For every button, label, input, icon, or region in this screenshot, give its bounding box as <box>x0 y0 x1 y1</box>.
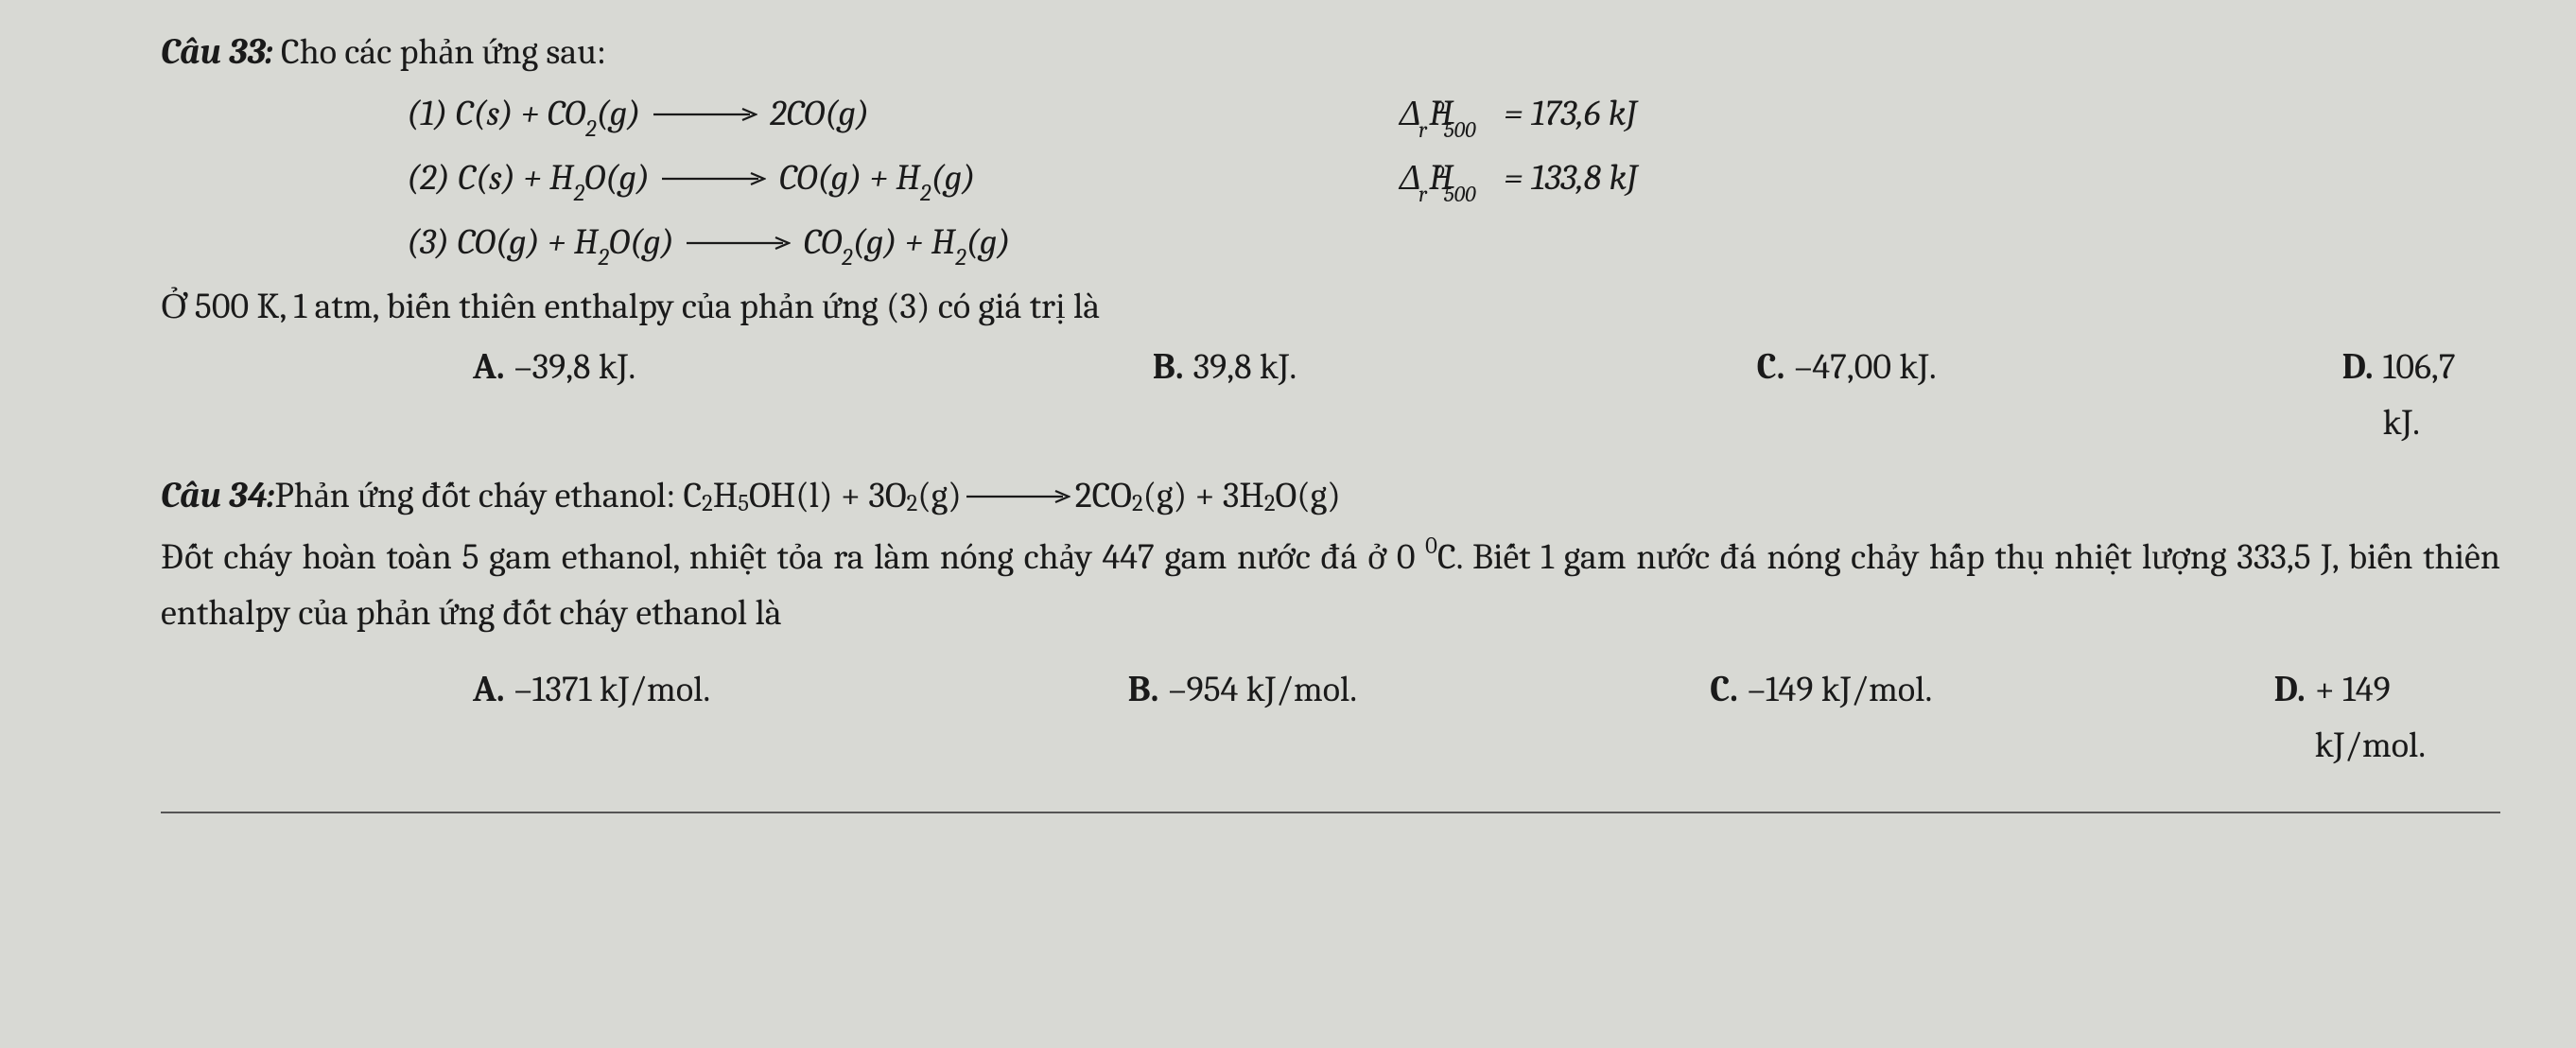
page-content: Câu 33: Cho các phản ứng sau: (1) C(s) +… <box>0 0 2576 832</box>
reaction-arrow-icon <box>657 147 771 202</box>
q33-stem-text: Ở 500 K, 1 atm, biến thiên enthalpy của … <box>161 286 1100 327</box>
q33-eq2-left: (2) C(s) + H2O(g) CO(g) + H2(g) <box>407 150 1400 209</box>
label-c: C. <box>1710 662 1738 718</box>
reaction-arrow-icon <box>962 464 1075 520</box>
eq1-num: (1) <box>407 93 456 134</box>
eq3-num: (3) <box>407 221 457 263</box>
delta-sub: 500 <box>1444 182 1476 207</box>
eq2-dh-val: = 133,8 kJ <box>1496 157 1638 199</box>
delta-r: r <box>1419 117 1427 143</box>
q34-rhs-a: 2CO <box>1075 468 1132 524</box>
q34-opt-b-text: –954 kJ/mol. <box>1168 662 1357 718</box>
delta-sub: 500 <box>1444 117 1476 143</box>
q33-opt-c-text: –47,00 kJ. <box>1794 340 1936 395</box>
q34-sub2: 5 <box>738 486 749 522</box>
label-a: A. <box>473 662 505 718</box>
q34-rhs-b: (g) + 3H <box>1143 468 1264 524</box>
delta-symbol: Δ <box>1400 93 1420 134</box>
eq2-sub2: 2 <box>920 181 931 207</box>
label-d: D. <box>2342 340 2374 395</box>
q34-text-b: H <box>713 468 738 524</box>
eq3-sub3: 2 <box>955 245 966 271</box>
q33-option-b: B.39,8 kJ. <box>1153 340 1757 451</box>
eq1-rhs-a: 2CO(g) <box>770 93 869 134</box>
q34-text-a: Phản ứng đốt cháy ethanol: C <box>274 468 702 524</box>
q33-eq1-dh: ΔrHo500 = 173,6 kJ <box>1400 86 1637 142</box>
label-d: D. <box>2274 662 2306 718</box>
delta-r: r <box>1419 182 1427 207</box>
eq2-lhs-b: O(g) <box>584 157 650 199</box>
q33-option-a: A.–39,8 kJ. <box>473 340 1153 451</box>
eq1-lhs-a: C(s) + CO <box>456 93 585 134</box>
q33-option-c: C.–47,00 kJ. <box>1757 340 2342 451</box>
q33-stem: Ở 500 K, 1 atm, biến thiên enthalpy của … <box>161 279 2500 335</box>
q33-title: Câu 33: Cho các phản ứng sau: <box>161 25 2500 80</box>
q34-opt-a-text: –1371 kJ/mol. <box>514 662 711 718</box>
eq2-lhs-a: C(s) + H <box>458 157 574 199</box>
label-b: B. <box>1153 340 1184 395</box>
q34-opt-d-text: + 149 kJ/mol. <box>2315 662 2500 774</box>
delta-sup: o <box>1435 93 1445 118</box>
q33-opt-a-text: –39,8 kJ. <box>514 340 636 395</box>
divider-line <box>161 812 2500 813</box>
eq1-lhs-b: (g) <box>596 93 640 134</box>
q34-text-d: (g) <box>917 468 961 524</box>
q33-eq2: (2) C(s) + H2O(g) CO(g) + H2(g) ΔrHo500 … <box>161 150 2500 209</box>
q33-option-d: D.106,7 kJ. <box>2342 340 2500 451</box>
q34-number: Câu 34: <box>161 468 274 524</box>
degree-sup: 0 <box>1425 533 1437 560</box>
q34-text-c: OH(l) + 3O <box>749 468 907 524</box>
label-c: C. <box>1757 340 1785 395</box>
q34-option-c: C.–149 kJ/mol. <box>1710 662 2273 774</box>
eq3-rhs-c: (g) <box>966 221 1011 263</box>
q34-options: A.–1371 kJ/mol. B.–954 kJ/mol. C.–149 kJ… <box>161 662 2500 774</box>
q34-body-a: Đốt cháy hoàn toàn 5 gam ethanol, nhiệt … <box>161 536 1425 578</box>
q34-sub1: 2 <box>702 486 713 522</box>
eq1-dh-val: = 173,6 kJ <box>1496 93 1637 134</box>
eq3-rhs-b: (g) + H <box>853 221 956 263</box>
eq2-rhs-b: (g) <box>931 157 975 199</box>
q33-opt-d-text: 106,7 kJ. <box>2383 340 2500 451</box>
q33-options: A.–39,8 kJ. B.39,8 kJ. C.–47,00 kJ. D.10… <box>161 340 2500 451</box>
eq3-lhs-a: CO(g) + H <box>457 221 598 263</box>
eq2-num: (2) <box>407 157 458 199</box>
q34-option-b: B.–954 kJ/mol. <box>1128 662 1711 774</box>
q34-option-a: A.–1371 kJ/mol. <box>473 662 1128 774</box>
delta-symbol: Δ <box>1400 157 1420 199</box>
q34-opt-c-text: –149 kJ/mol. <box>1748 662 1932 718</box>
q34-sub4: 2 <box>1132 486 1143 522</box>
label-a: A. <box>473 340 505 395</box>
q33-title-text: Cho các phản ứng sau: <box>273 31 606 73</box>
eq2-sub1: 2 <box>574 181 584 207</box>
q33-eq2-dh: ΔrHo500 = 133,8 kJ <box>1400 150 1638 206</box>
eq1-sub1: 2 <box>585 116 596 143</box>
delta-sup: o <box>1435 157 1445 183</box>
q34-sub3: 2 <box>907 486 918 522</box>
q34-sub5: 2 <box>1264 486 1276 522</box>
q33-eq3: (3) CO(g) + H2O(g) CO2(g) + H2(g) <box>161 215 2500 273</box>
eq3-lhs-b: O(g) <box>609 221 674 263</box>
label-b: B. <box>1128 662 1159 718</box>
q33-number: Câu 33: <box>161 31 273 73</box>
reaction-arrow-icon <box>682 211 795 267</box>
q34-body: Đốt cháy hoàn toàn 5 gam ethanol, nhiệt … <box>161 530 2500 641</box>
eq3-sub2: 2 <box>842 245 852 271</box>
eq2-rhs-a: CO(g) + H <box>779 157 920 199</box>
q34-rhs-c: O(g) <box>1275 468 1340 524</box>
eq3-sub1: 2 <box>598 245 608 271</box>
q33-eq1-left: (1) C(s) + CO2(g) 2CO(g) <box>407 86 1400 145</box>
q33-eq1: (1) C(s) + CO2(g) 2CO(g) ΔrHo500 = 173,6… <box>161 86 2500 145</box>
reaction-arrow-icon <box>649 82 762 138</box>
q33-eq3-left: (3) CO(g) + H2O(g) CO2(g) + H2(g) <box>407 215 1400 273</box>
q34-title: Câu 34: Phản ứng đốt cháy ethanol: C2H5O… <box>161 468 2500 524</box>
eq3-rhs-a: CO <box>804 221 842 263</box>
q33-opt-b-text: 39,8 kJ. <box>1193 340 1297 395</box>
q34-option-d: D.+ 149 kJ/mol. <box>2274 662 2500 774</box>
